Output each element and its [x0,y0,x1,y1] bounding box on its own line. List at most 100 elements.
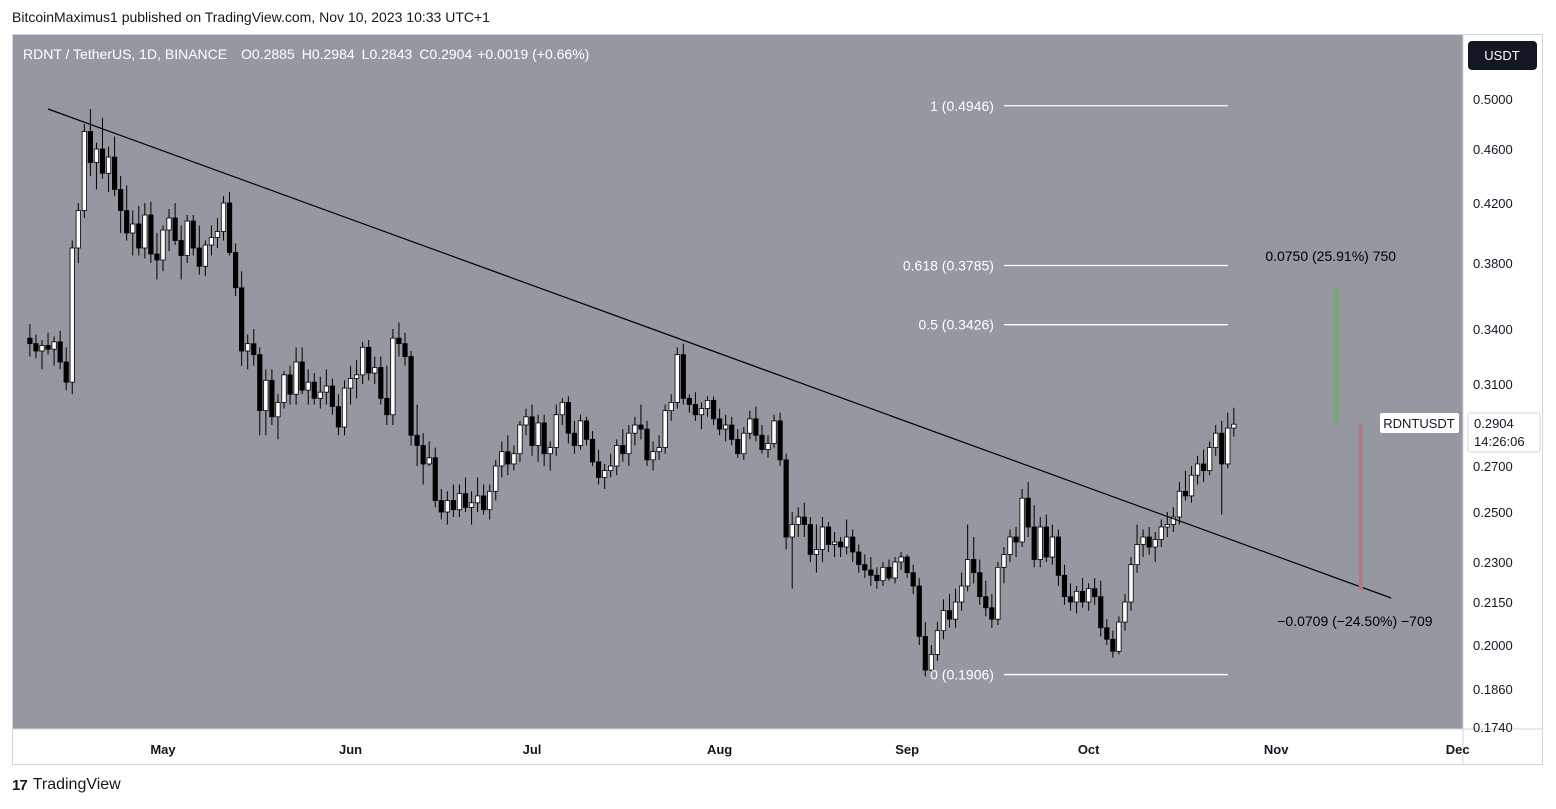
candlestick-chart[interactable]: 1 (0.4946) 0.618 (0.3785) 0.5 (0.3426) 0 (0… [13,35,1542,764]
candle-body [868,569,874,576]
candle-body [965,559,971,587]
candle-body [886,566,892,579]
footer-brand[interactable]: 17 TradingView [12,776,121,794]
candle-body [668,402,674,412]
bar-countdown: 14:26:06 [1474,434,1525,449]
candle-body [299,361,305,391]
chart-panel[interactable]: 1 (0.4946) 0.618 (0.3785) 0.5 (0.3426) 0 (0… [12,34,1543,765]
candle-body [1128,564,1134,603]
candle-body [1213,432,1219,448]
time-tick-label: Oct [1078,742,1100,757]
candle-body [747,418,753,434]
candle-body [819,526,826,550]
candle-body [1055,536,1061,576]
candle-body [39,345,45,352]
candle-body [124,210,130,234]
price-tick-label: 0.5000 [1473,92,1513,107]
last-price-value: 0.2904 [1474,416,1514,431]
candle-body [1080,590,1086,603]
candle-body [856,551,862,566]
candle-body [341,387,348,428]
time-tick-label: Nov [1264,742,1289,757]
candle-body [1146,536,1152,548]
candle-body [596,461,602,478]
candle-body [989,607,995,620]
fib-level-label: 1 (0.4946) [930,98,994,114]
price-tick-label: 0.3800 [1473,256,1513,271]
candle-body [329,385,336,407]
candle-body [245,343,251,352]
candle-body [408,356,414,436]
candle-body [1152,539,1158,548]
candle-body [214,231,221,238]
candle-body [801,516,807,525]
candle-body [783,459,789,538]
currency-badge[interactable] [1468,41,1537,70]
candle-body [1110,638,1116,652]
candle-body [305,381,311,391]
price-axis[interactable]: 0.5000 0.4600 0.4200 0.3800 0.3400 0.3100 0.27… [1473,92,1513,735]
candle-body [142,214,148,249]
candle-body [202,244,208,267]
candle-body [166,217,172,231]
price-axis-background [1463,35,1542,729]
fib-level-label: 0.618 (0.3785) [903,257,994,273]
candle-body [723,424,729,430]
publisher-line: BitcoinMaximus1 published on TradingView… [12,9,490,25]
candle-body [87,131,93,163]
candle-body [1207,447,1213,471]
candle-body [323,385,329,393]
descending-trendline[interactable] [47,108,1392,599]
candle-body [63,361,69,383]
candle-body [112,156,118,190]
candle-body [311,381,317,399]
candles-group [27,109,1237,677]
price-tick-label: 0.1740 [1473,720,1513,735]
time-axis[interactable]: May Jun Jul Aug Sep Oct Nov Dec [150,742,1469,757]
candle-body [644,428,650,461]
candle-body [928,654,934,671]
candle-body [172,217,178,241]
price-tick-label: 0.2300 [1473,555,1513,570]
candle-body [390,337,396,416]
candle-body [1086,588,1092,603]
candle-body [27,337,33,345]
price-tick-label: 0.4200 [1473,196,1513,211]
candle-body [650,451,656,461]
candle-body [777,420,783,461]
ticker-tag [1380,413,1459,433]
candle-body [880,566,886,582]
candle-body [698,408,705,416]
candle-body [940,610,947,632]
high-value: 0.2984 [312,46,355,62]
candle-body [704,399,711,409]
candle-body [807,524,813,555]
candle-body [686,397,692,405]
candle-body [547,447,553,455]
candle-body [1061,574,1068,598]
candle-body [444,500,450,513]
fib-retracement[interactable]: 1 (0.4946) 0.618 (0.3785) 0.5 (0.3426) 0 (0… [903,98,1228,683]
candle-body [892,561,898,579]
candle-body [1116,621,1122,652]
candle-body [934,630,941,655]
candle-body [535,422,541,446]
candle-body [831,541,838,545]
price-tick-label: 0.4600 [1473,142,1513,157]
candle-body [1188,474,1195,497]
measure-down-label: −0.0709 (−24.50%) −709 [1277,613,1433,629]
candle-body [922,636,928,671]
price-range-measure[interactable]: 0.0750 (25.91%) 750 −0.0709 (−24.50%) −70… [1265,248,1432,629]
candle-body [275,402,281,418]
candle-body [916,585,922,637]
candle-body [257,354,263,412]
candle-body [626,432,632,455]
candle-body [69,247,75,383]
candle-body [1049,536,1055,558]
candle-body [499,451,505,467]
candle-body [353,374,360,379]
candle-body [559,402,565,416]
candle-body [450,500,457,511]
plot-background [13,35,1463,729]
high-label: H [302,46,312,62]
